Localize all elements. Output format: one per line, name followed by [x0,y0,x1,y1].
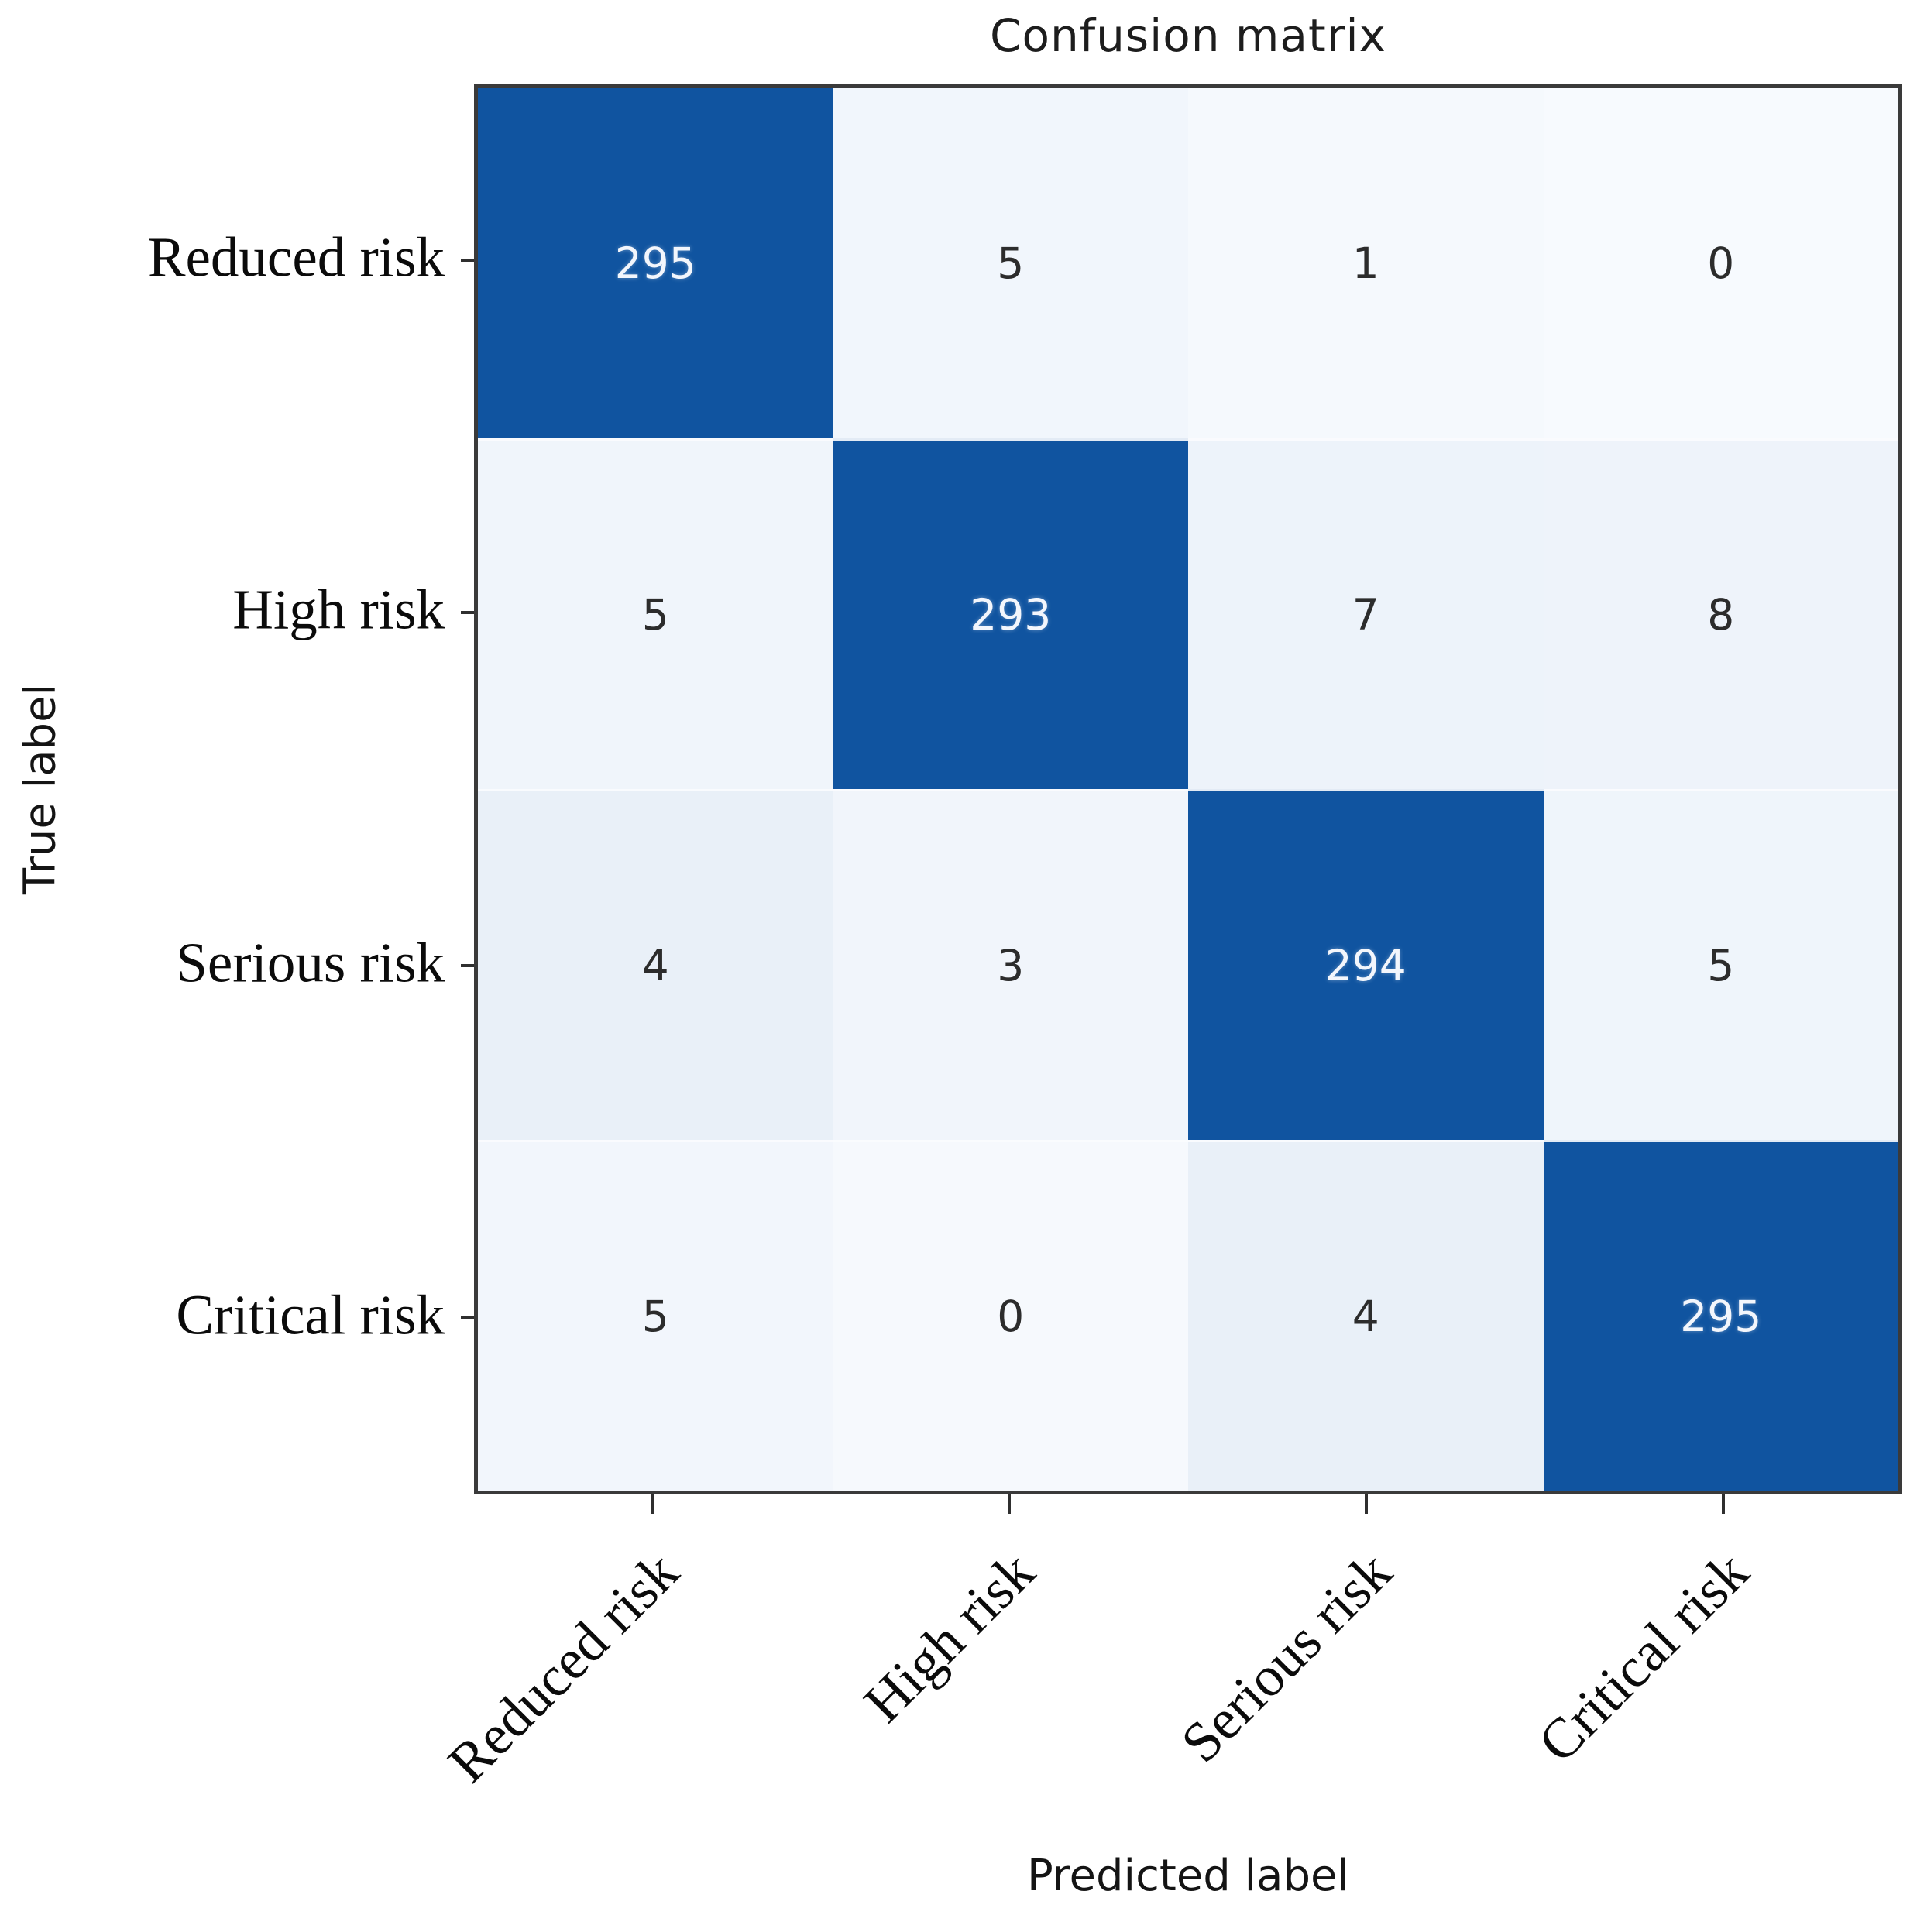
matrix-cell-0-3: 0 [1543,88,1898,438]
x-tick-label-reduced-risk: Reduced risk [435,1539,690,1794]
y-tick-label-high-risk: High risk [232,578,445,641]
chart-title: Confusion matrix [989,9,1386,62]
matrix-cell-0-2: 1 [1188,88,1544,438]
plot-area: 295 5 1 0 5 293 7 8 4 3 294 5 5 0 4 295 [474,84,1902,1494]
matrix-cell-2-1: 3 [833,789,1188,1140]
x-tick-mark [651,1494,654,1514]
y-tick-mark [461,964,474,967]
matrix-cell-0-1: 5 [833,88,1188,438]
matrix-cell-1-0: 5 [478,438,833,789]
x-tick-label-high-risk: High risk [852,1539,1046,1735]
matrix-cell-3-1: 0 [833,1140,1188,1491]
matrix-cell-2-3: 5 [1543,789,1898,1140]
matrix-cell-3-2: 4 [1188,1140,1544,1491]
y-axis-title: True label [15,683,66,895]
matrix-cell-3-0: 5 [478,1140,833,1491]
x-tick-mark [1365,1494,1368,1514]
matrix-cell-3-3: 295 [1543,1140,1898,1491]
x-tick-mark [1008,1494,1011,1514]
x-tick-mark [1722,1494,1725,1514]
heatmap-grid: 295 5 1 0 5 293 7 8 4 3 294 5 5 0 4 295 [478,88,1898,1491]
matrix-cell-2-2: 294 [1188,789,1544,1140]
x-tick-label-critical-risk: Critical risk [1526,1539,1761,1775]
y-tick-label-serious-risk: Serious risk [176,931,445,994]
matrix-cell-2-0: 4 [478,789,833,1140]
matrix-cell-1-3: 8 [1543,438,1898,789]
y-tick-mark [461,1316,474,1319]
matrix-cell-0-0: 295 [478,88,833,438]
y-tick-label-reduced-risk: Reduced risk [147,225,445,289]
x-tick-label-serious-risk: Serious risk [1169,1539,1403,1775]
y-tick-mark [461,611,474,614]
y-tick-mark [461,259,474,262]
matrix-cell-1-1: 293 [833,438,1188,789]
matrix-cell-1-2: 7 [1188,438,1544,789]
y-tick-label-critical-risk: Critical risk [176,1283,445,1347]
x-axis-title: Predicted label [1026,1851,1350,1901]
